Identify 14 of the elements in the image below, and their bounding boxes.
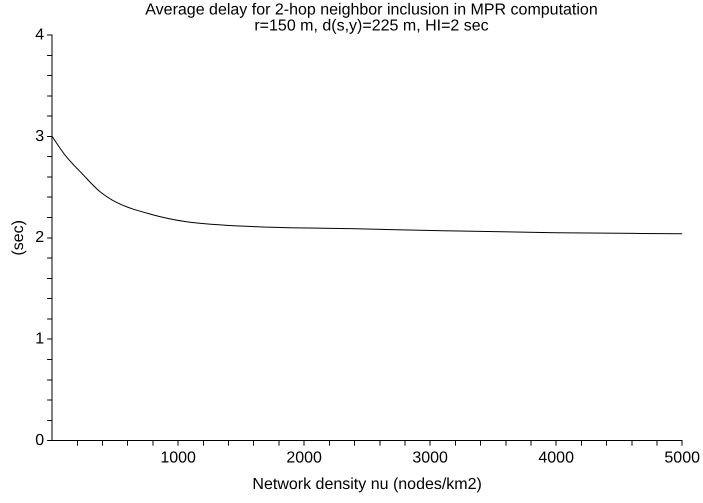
x-tick-label: 5000 xyxy=(664,450,700,467)
y-tick-label: 3 xyxy=(35,128,44,145)
chart-title: Average delay for 2-hop neighbor inclusion in MPR computation xyxy=(145,1,598,18)
x-axis-title: Network density nu (nodes/km2) xyxy=(252,476,482,493)
chart-subtitle: r=150 m, d(s,y)=225 m, HI=2 sec xyxy=(254,17,489,34)
y-tick-label: 4 xyxy=(35,26,44,44)
x-tick-label: 1000 xyxy=(160,450,196,467)
x-tick-label: 3000 xyxy=(412,450,448,467)
x-tick-label: 2000 xyxy=(286,450,322,467)
y-tick-label: 2 xyxy=(35,229,44,246)
y-tick-label: 0 xyxy=(35,432,44,450)
x-tick-label: 4000 xyxy=(538,450,574,467)
y-tick-label: 1 xyxy=(35,330,44,348)
y-axis-title: (sec) xyxy=(10,220,28,256)
